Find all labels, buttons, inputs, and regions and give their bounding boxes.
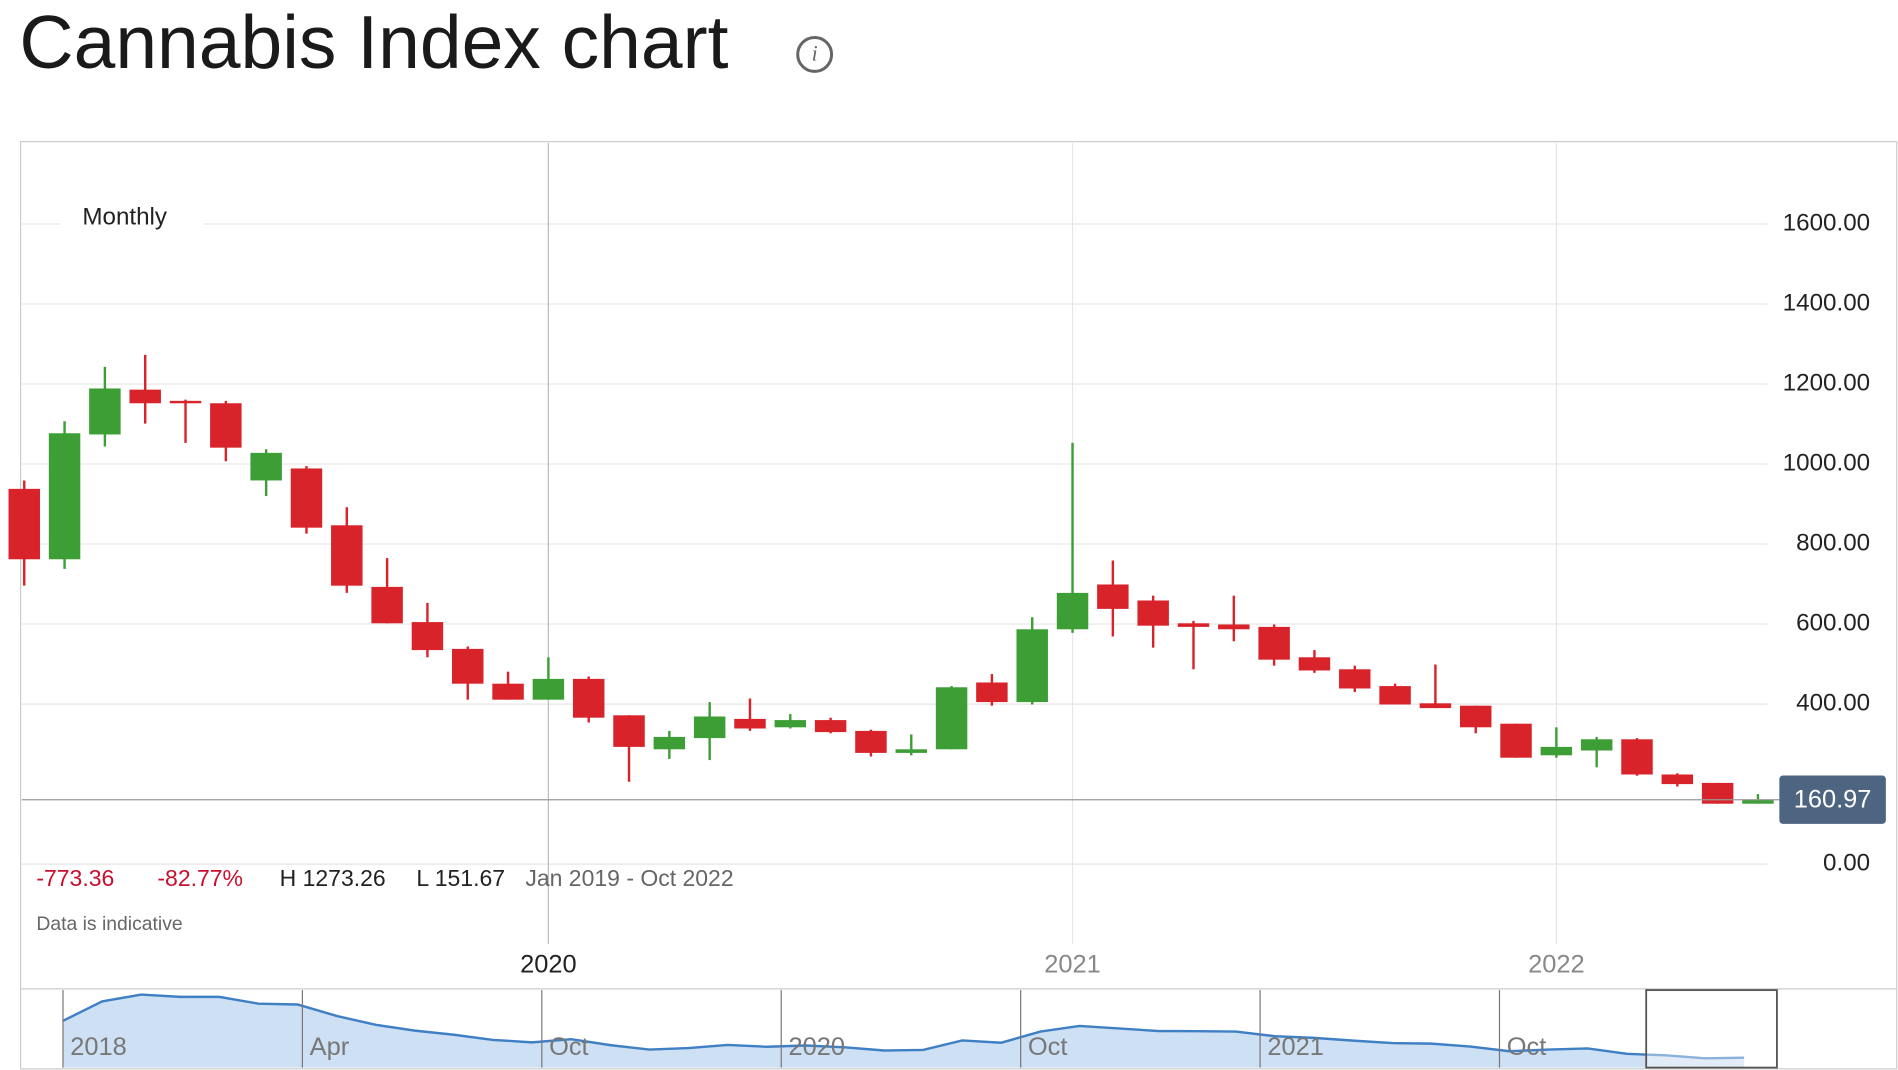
candle-body — [653, 736, 686, 750]
candle-body — [774, 720, 807, 728]
candle-body — [613, 715, 645, 747]
candle-body — [1621, 739, 1653, 775]
stat-change: -773.36 — [36, 865, 114, 891]
y-tick-label: 600.00 — [1796, 609, 1870, 636]
y-tick-label: 800.00 — [1796, 529, 1870, 556]
x-tick-label: 2021 — [1044, 951, 1101, 979]
y-tick-label: 0.00 — [1823, 849, 1870, 876]
candle-body — [572, 678, 605, 718]
navigator-line — [62, 993, 1745, 1060]
candle-body — [129, 389, 161, 404]
navigator-selection — [1645, 989, 1778, 1069]
candle-body — [734, 718, 766, 729]
candle-body — [411, 622, 444, 651]
y-tick-label: 1000.00 — [1783, 449, 1870, 476]
candle-body — [1661, 774, 1694, 785]
candle-body — [89, 388, 121, 435]
navigator-label: 2021 — [1267, 1033, 1324, 1061]
y-tick-label: 1200.00 — [1783, 369, 1870, 396]
candle-body — [1339, 669, 1371, 689]
candle-body — [693, 716, 726, 739]
candles: 2020 2021 2022 — [8, 354, 1774, 979]
candle-body — [814, 720, 847, 733]
info-icon[interactable]: i — [796, 36, 834, 73]
candle-body — [895, 749, 927, 753]
candle-body — [1097, 584, 1129, 609]
candle-body — [452, 648, 484, 684]
navigator-label: 2020 — [789, 1033, 846, 1061]
candle-body — [1218, 624, 1250, 630]
navigator-label: 2018 — [70, 1033, 127, 1061]
candle-body — [210, 403, 242, 448]
candle-body — [532, 678, 565, 700]
info-glyph[interactable]: i — [812, 42, 818, 66]
candle-body — [976, 682, 1008, 703]
navigator-area — [62, 994, 1745, 1068]
candle-body — [1298, 657, 1331, 671]
candle-body — [1419, 703, 1452, 709]
candle-body — [1177, 623, 1210, 627]
candle-body — [8, 488, 40, 560]
y-tick-label: 1400.00 — [1783, 289, 1870, 316]
candle-body — [371, 586, 403, 624]
last-price-tag — [1779, 775, 1886, 824]
candle-body — [1459, 705, 1492, 728]
candle-body — [331, 525, 363, 586]
x-tick-label: 2020 — [520, 951, 577, 979]
stat-low: L 151.67 — [416, 865, 505, 891]
candle-body — [1500, 723, 1532, 758]
stat-range: Jan 2019 - Oct 2022 — [525, 865, 733, 891]
candle-body — [1258, 626, 1290, 660]
interval-bg — [60, 203, 204, 233]
info-circle[interactable] — [796, 36, 834, 73]
stat-high: H 1273.26 — [280, 865, 386, 891]
chart-title: Cannabis Index chart — [19, 0, 728, 84]
candle-body — [1742, 799, 1774, 804]
last-price-label: 160.97 — [1794, 786, 1872, 814]
stat-change-pct: -82.77% — [157, 865, 243, 891]
y-tick-label: 1600.00 — [1783, 209, 1870, 236]
navigator-label: Oct — [1507, 1033, 1547, 1061]
candle-body — [855, 730, 887, 753]
interval-label[interactable]: Monthly — [82, 203, 168, 230]
candle-body — [250, 452, 282, 481]
navigator[interactable]: 2018 Apr Oct 2020 Oct 2021 Oct — [62, 989, 1778, 1069]
x-tick-label: 2022 — [1528, 951, 1585, 979]
y-tick-label: 400.00 — [1796, 689, 1870, 716]
candle-body — [1540, 746, 1573, 756]
candle-body — [935, 687, 968, 750]
chart-frame — [20, 141, 1898, 1070]
grid: 0.00 400.00 600.00 800.00 1000.00 1200.00 1400… — [21, 142, 1870, 945]
candle-body — [1379, 686, 1411, 705]
overlay: 160.97 — [21, 775, 1886, 824]
navigator-label: Oct — [1028, 1033, 1068, 1061]
candle-body — [1016, 629, 1048, 703]
candle-body — [290, 468, 323, 528]
candle-body — [169, 400, 202, 404]
navigator-label: Oct — [549, 1033, 589, 1061]
candle-body — [48, 433, 81, 560]
candle-body — [1580, 739, 1613, 751]
navigator-label: Apr — [310, 1033, 350, 1061]
candle-body — [1137, 600, 1169, 626]
candle-body — [1701, 782, 1734, 804]
candle-body — [1056, 592, 1089, 630]
data-note: Data is indicative — [36, 913, 182, 935]
candle-body — [492, 683, 524, 700]
